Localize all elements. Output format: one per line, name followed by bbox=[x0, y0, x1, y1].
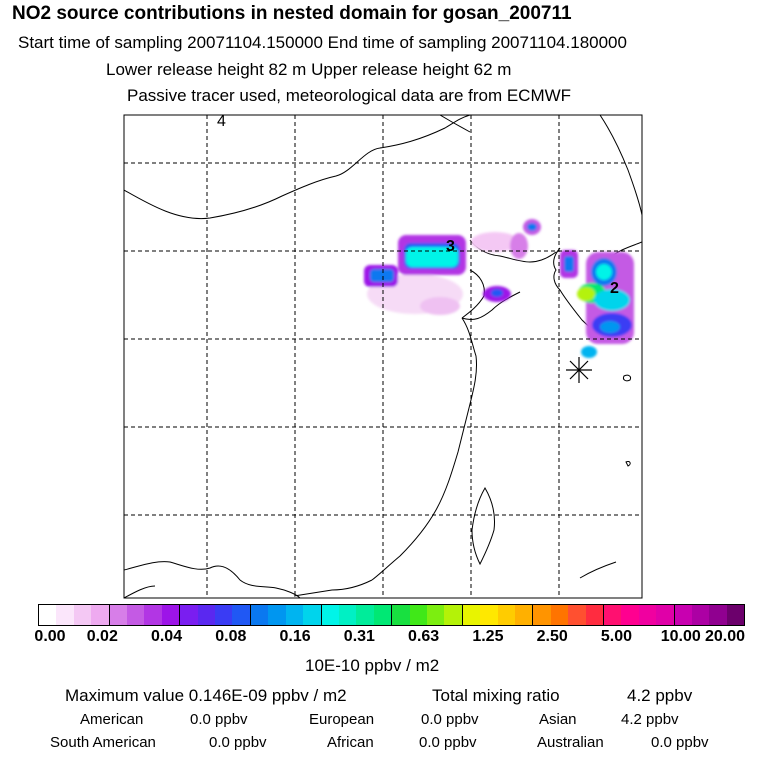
australian-value: 0.0 ppbv bbox=[651, 734, 709, 751]
color-scale-swatch bbox=[108, 605, 128, 625]
grid-lines bbox=[124, 115, 642, 598]
tracer-info-line: Passive tracer used, meteorological data… bbox=[127, 86, 572, 105]
color-scale-tick-label: 20.00 bbox=[704, 628, 746, 645]
european-value: 0.0 ppbv bbox=[421, 711, 479, 728]
color-scale-swatch bbox=[391, 605, 410, 625]
marker-2: 2 bbox=[610, 280, 619, 297]
color-scale-swatch bbox=[497, 605, 515, 625]
receptor-star-icon bbox=[566, 357, 592, 383]
color-scale-tick-label: 0.04 bbox=[150, 628, 183, 645]
color-scale-tick-label: 10.00 bbox=[660, 628, 701, 645]
asian-label: Asian bbox=[539, 711, 577, 728]
african-label: African bbox=[327, 734, 374, 751]
color-scale-swatch bbox=[73, 605, 92, 625]
total-mixing-ratio-value: 4.2 ppbv bbox=[627, 686, 693, 705]
american-value: 0.0 ppbv bbox=[190, 711, 248, 728]
color-scale-swatch bbox=[585, 605, 603, 625]
color-scale-swatch bbox=[232, 605, 250, 625]
color-scale-swatch bbox=[692, 605, 710, 625]
american-label: American bbox=[80, 711, 144, 728]
color-scale-swatch bbox=[303, 605, 321, 625]
color-scale-swatch bbox=[338, 605, 357, 625]
maximum-value: Maximum value 0.146E-09 ppbv / m2 bbox=[65, 686, 347, 705]
color-scale-swatch bbox=[480, 605, 498, 625]
color-scale-tick-label: 0.63 bbox=[408, 628, 440, 645]
color-scale-swatch bbox=[426, 605, 445, 625]
color-scale-swatch bbox=[373, 605, 392, 625]
release-height-line: Lower release height 82 m Upper release … bbox=[106, 60, 512, 79]
color-scale-tick-label: 0.00 bbox=[34, 628, 66, 645]
color-scale-swatch bbox=[356, 605, 374, 625]
color-scale-swatch bbox=[409, 605, 427, 625]
south-american-label: South American bbox=[50, 734, 156, 751]
color-scale-tick-label: 0.31 bbox=[343, 628, 375, 645]
color-scale-swatch bbox=[320, 605, 339, 625]
plumes bbox=[364, 219, 634, 358]
african-value: 0.0 ppbv bbox=[419, 734, 477, 751]
color-scale-tick-label: 0.02 bbox=[86, 628, 118, 645]
color-scale-swatch bbox=[268, 605, 286, 625]
color-scale-tick-label: 1.25 bbox=[472, 628, 504, 645]
color-scale-bar bbox=[38, 604, 745, 626]
map-frame bbox=[123, 114, 643, 599]
total-mixing-ratio-label: Total mixing ratio bbox=[432, 686, 560, 705]
color-scale-swatch bbox=[144, 605, 162, 625]
color-scale-swatch bbox=[532, 605, 551, 625]
color-scale-units: 10E-10 ppbv / m2 bbox=[305, 656, 440, 675]
color-scale-swatch bbox=[215, 605, 233, 625]
color-scale-swatch bbox=[568, 605, 586, 625]
marker-4: 4 bbox=[217, 113, 226, 130]
color-scale-tick-label: 0.08 bbox=[215, 628, 247, 645]
color-scale-swatch bbox=[56, 605, 74, 625]
color-scale-swatch bbox=[197, 605, 216, 625]
map-panel: 4 3 2 bbox=[123, 113, 643, 599]
color-scale-swatch bbox=[127, 605, 145, 625]
color-scale-swatch bbox=[603, 605, 622, 625]
australian-label: Australian bbox=[537, 734, 604, 751]
color-scale-tick-label: 0.16 bbox=[279, 628, 311, 645]
color-scale-swatch bbox=[514, 605, 533, 625]
color-scale-swatch bbox=[709, 605, 727, 625]
color-scale-swatch bbox=[285, 605, 304, 625]
color-scale-tick-label: 2.50 bbox=[536, 628, 568, 645]
map-title: NO2 source contributions in nested domai… bbox=[12, 3, 572, 24]
color-scale-ticks: 0.00 0.02 0.04 0.08 0.16 0.31 0.63 1.25 2.50 5.00… bbox=[0, 628, 768, 650]
map-content: 4 3 2 bbox=[124, 113, 642, 598]
color-scale-swatch bbox=[550, 605, 569, 625]
color-scale-swatch bbox=[726, 605, 745, 625]
marker-3: 3 bbox=[446, 238, 455, 255]
color-scale-swatch bbox=[638, 605, 657, 625]
color-scale-swatch bbox=[621, 605, 639, 625]
color-scale-tick-label: 5.00 bbox=[600, 628, 633, 645]
south-american-value: 0.0 ppbv bbox=[209, 734, 267, 751]
color-scale-swatch bbox=[461, 605, 481, 625]
color-scale-swatch bbox=[179, 605, 198, 625]
european-label: European bbox=[309, 711, 375, 728]
color-scale-swatch bbox=[91, 605, 109, 625]
color-scale-swatch bbox=[673, 605, 693, 625]
color-scale-swatch bbox=[444, 605, 462, 625]
color-scale-swatch bbox=[39, 605, 57, 625]
color-scale-swatch bbox=[161, 605, 180, 625]
sampling-time-line: Start time of sampling 20071104.150000 E… bbox=[18, 33, 627, 52]
asian-value: 4.2 ppbv bbox=[621, 711, 679, 728]
color-scale-swatch bbox=[656, 605, 674, 625]
color-scale-swatch bbox=[249, 605, 269, 625]
